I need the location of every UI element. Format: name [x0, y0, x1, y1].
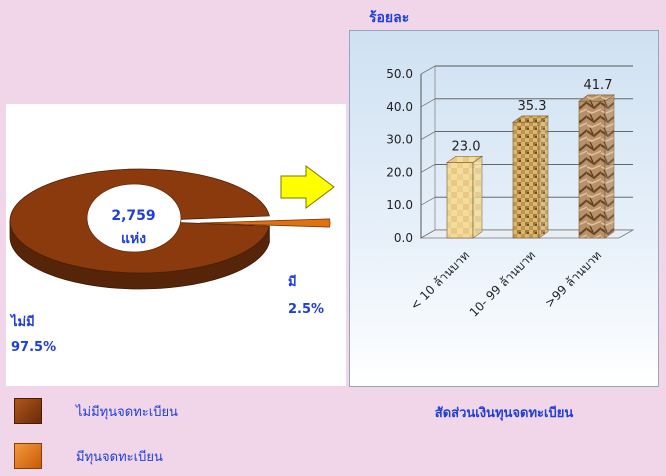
- bar-2-top: [578, 94, 615, 102]
- bar-2: [578, 100, 606, 239]
- pie-center-unit: แห่ง: [120, 231, 147, 248]
- bar-y-tick-label: 10.0: [386, 198, 413, 212]
- legend-label-none: ไม่มีทุนจดทะเบียน: [76, 404, 178, 420]
- bar-y-axis-label: ร้อยละ: [369, 10, 410, 26]
- pie-slice-label-none: ไม่มี 97.5%: [11, 314, 56, 358]
- pie-slice-value-have: 2.5%: [288, 301, 325, 317]
- pie-center-label: 2,759 แห่ง: [86, 205, 181, 251]
- legend-item-none: ไม่มีทุนจดทะเบียน: [14, 398, 178, 424]
- legend-item-have: มีทุนจดทะเบียน: [14, 443, 163, 469]
- pie-slice-label-have: มี 2.5%: [288, 274, 324, 320]
- bar-1-side: [538, 115, 549, 239]
- bar-0: [446, 162, 474, 239]
- pie-slice-name-none: ไม่มี: [11, 315, 35, 330]
- legend-swatch-have: [14, 443, 42, 469]
- bar-1-top: [512, 115, 549, 123]
- pie-slice-value-none: 97.5%: [11, 339, 57, 355]
- bar-category-label-2: >99 ล้านบาท: [542, 248, 604, 310]
- bar-value-label-1: 35.3: [518, 99, 547, 114]
- bar-0-side: [472, 155, 483, 239]
- bar-y-tick-label: 50.0: [386, 67, 413, 81]
- bar-2-side: [604, 94, 615, 239]
- bar-value-label-0: 23.0: [452, 140, 481, 155]
- bar-value-label-2: 41.7: [584, 78, 613, 93]
- bar-category-label-1: 10- 99 ล้านบาท: [467, 248, 539, 320]
- pie-slice-have: [199, 218, 331, 228]
- bar-grid-diag: [420, 65, 436, 75]
- bar-y-tick-label: 0.0: [394, 231, 413, 245]
- legend-swatch-none: [14, 398, 42, 424]
- bar-0-top: [446, 155, 483, 163]
- bar-y-tick-label: 40.0: [386, 100, 413, 114]
- pie-center-ellipse: [86, 183, 182, 253]
- bar-y-tick-label: 30.0: [386, 133, 413, 147]
- pie-slice-name-have: มี: [288, 275, 297, 290]
- bar-1: [512, 121, 540, 239]
- bar-chart: 0.0 10.0 20.0 30.0 40.0 50.0 23.0 < 10 ล้านบาท 3…: [386, 65, 635, 320]
- bar-chart-title: สัดส่วนเงินทุนจดทะเบียน: [434, 406, 574, 421]
- arrow-icon: [280, 165, 335, 209]
- bar-grid-diag: [420, 131, 436, 140]
- bar-category-label-0: < 10 ล้านบาท: [407, 248, 472, 313]
- bar-grid-diag: [420, 98, 436, 108]
- bar-y-tick-label: 20.0: [386, 165, 413, 179]
- legend-label-have: มีทุนจดทะเบียน: [76, 449, 163, 465]
- bar-grid-diag: [420, 196, 436, 206]
- pie-center-count: 2,759: [111, 208, 156, 224]
- bar-grid-diag: [420, 164, 436, 173]
